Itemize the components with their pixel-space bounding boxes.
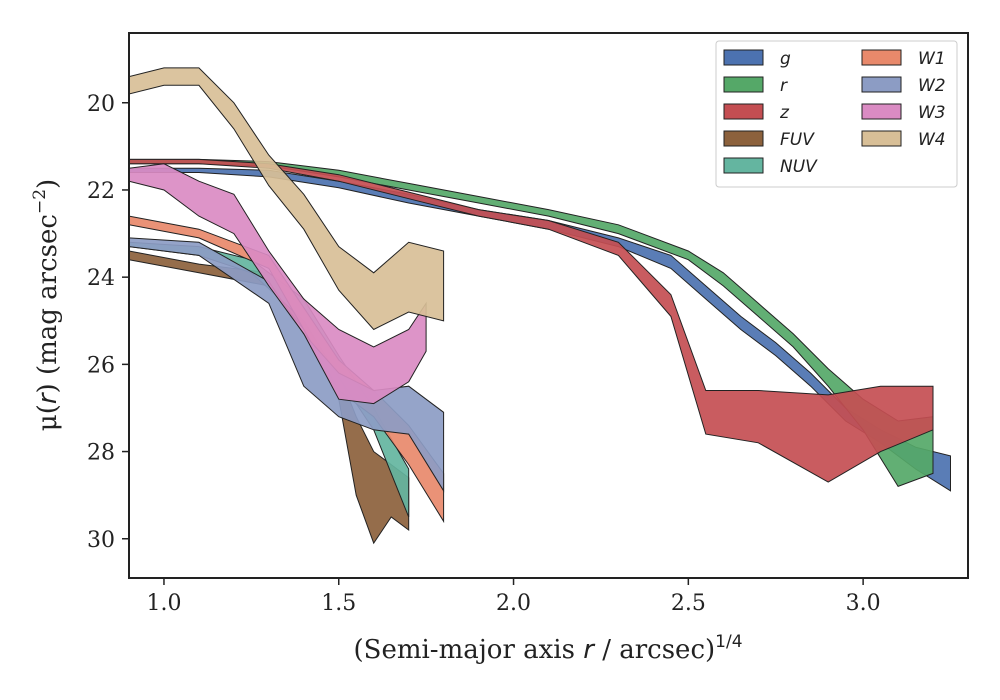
legend-label: W3 bbox=[918, 103, 946, 123]
legend-label: W2 bbox=[918, 76, 946, 96]
legend-item-fuv: FUV bbox=[723, 130, 815, 150]
legend-item-z: z bbox=[723, 103, 790, 123]
legend-item-w4: W4 bbox=[861, 130, 946, 150]
legend-item-w2: W2 bbox=[861, 76, 946, 96]
x-tick-label: 2.5 bbox=[671, 591, 706, 616]
legend-label: z bbox=[779, 103, 790, 123]
legend-swatch bbox=[861, 76, 902, 93]
legend-swatch bbox=[723, 130, 764, 147]
y-tick-label: 22 bbox=[87, 179, 115, 204]
legend-label: NUV bbox=[780, 157, 818, 177]
x-axis-label-mid: / arcsec) bbox=[594, 635, 715, 665]
x-axis-label-prefix: (Semi-major axis bbox=[353, 635, 583, 665]
legend-item-w1: W1 bbox=[861, 49, 946, 69]
y-axis-label-end: ) bbox=[33, 179, 63, 189]
y-tick-label: 20 bbox=[87, 92, 115, 117]
legend-item-w3: W3 bbox=[861, 103, 946, 123]
x-axis-label: (Semi-major axis r / arcsec)1/4 bbox=[353, 632, 742, 665]
x-tick-label: 3.0 bbox=[846, 591, 881, 616]
legend-swatch bbox=[861, 130, 902, 147]
legend-label: g bbox=[780, 49, 791, 69]
y-axis-label-sup: −2 bbox=[30, 189, 50, 214]
legend-swatch bbox=[723, 49, 764, 66]
legend-swatch bbox=[723, 157, 764, 174]
y-axis-label-var: r bbox=[33, 391, 63, 404]
x-axis-label-var: r bbox=[583, 635, 596, 665]
x-tick-label: 1.5 bbox=[321, 591, 356, 616]
y-tick-label: 24 bbox=[87, 266, 115, 291]
legend-item-r: r bbox=[723, 76, 788, 96]
legend-label: FUV bbox=[780, 130, 815, 150]
y-tick-label: 30 bbox=[87, 528, 115, 553]
x-tick-label: 1.0 bbox=[146, 591, 181, 616]
legend-label: r bbox=[780, 76, 788, 96]
legend-items: grz FUV NUV W1 W2 W3 W4 bbox=[723, 49, 946, 177]
legend: grz FUV NUV W1 W2 W3 W4 bbox=[715, 40, 958, 188]
legend-label: W4 bbox=[918, 130, 946, 150]
x-axis: 1.0 1.5 2.0 2.5 3.0 bbox=[146, 578, 881, 616]
legend-item-g: g bbox=[723, 49, 791, 69]
legend-swatch bbox=[861, 49, 902, 66]
series-layer bbox=[129, 67, 951, 545]
plot-frame bbox=[128, 32, 969, 579]
y-axis: 20 22 24 26 28 30 bbox=[87, 92, 129, 553]
x-tick-label: 2.0 bbox=[496, 591, 531, 616]
legend-swatch bbox=[861, 103, 902, 120]
legend-item-nuv: NUV bbox=[723, 157, 818, 177]
band-r bbox=[129, 158, 934, 488]
y-axis-label-pre: μ( bbox=[33, 404, 63, 431]
band-w3 bbox=[129, 163, 427, 405]
legend-swatch bbox=[723, 76, 764, 93]
y-tick-label: 26 bbox=[87, 353, 115, 378]
y-axis-label-post: ) (mag arcsec bbox=[33, 214, 63, 393]
band-z bbox=[129, 158, 934, 483]
x-axis-label-sup: 1/4 bbox=[715, 632, 742, 652]
y-axis-label: μ(r) (mag arcsec−2) bbox=[30, 179, 63, 431]
band-w4 bbox=[129, 67, 445, 331]
legend-swatch bbox=[723, 103, 764, 120]
y-tick-label: 28 bbox=[87, 441, 115, 466]
legend-label: W1 bbox=[918, 49, 946, 69]
